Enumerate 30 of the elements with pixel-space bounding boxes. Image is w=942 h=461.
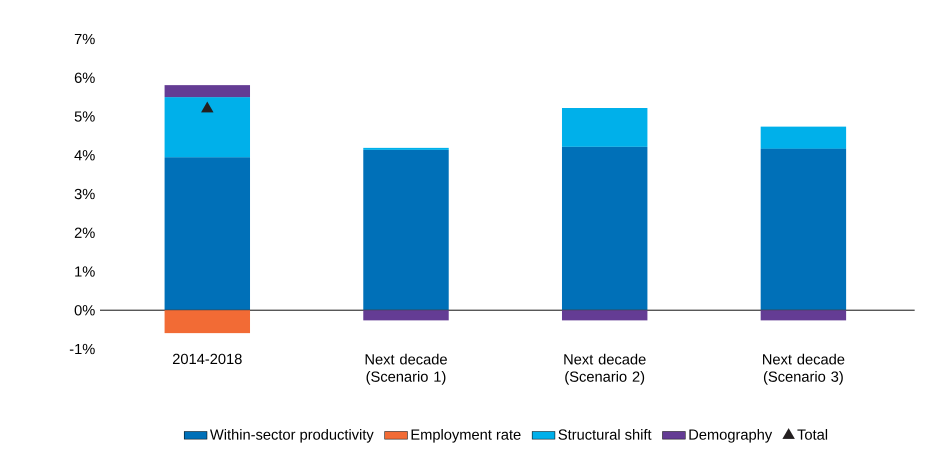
y-tick-label: 2% (74, 228, 95, 238)
legend-label: Total (797, 429, 828, 440)
bar (164, 157, 250, 310)
bar (363, 310, 449, 320)
bar (363, 150, 449, 310)
legend-label: Employment rate (412, 429, 521, 443)
y-tick-label: -1% (70, 344, 95, 354)
bar (164, 310, 250, 334)
legend-label: Within-sector productivity (210, 429, 374, 443)
bar (760, 126, 846, 149)
x-tick-label: 2014-2018 (172, 354, 242, 364)
legend-label: Demography (689, 429, 772, 443)
bar (562, 108, 648, 147)
bar (760, 310, 846, 320)
bar (164, 85, 250, 98)
x-tick-label: Next decade (Scenario 1) (366, 354, 447, 385)
x-tick-label: Next decade (Scenario 2) (564, 354, 646, 385)
y-tick-label: 4% (74, 150, 95, 160)
y-tick-label: 3% (74, 188, 95, 200)
bar (562, 310, 648, 320)
legend-label: Structural shift (558, 429, 652, 440)
y-tick-label: 6% (74, 72, 95, 83)
y-tick-label: 7% (74, 34, 95, 44)
x-tick-label: Next decade (Scenario 3) (763, 354, 844, 385)
bar (760, 148, 846, 310)
y-tick-label: 1% (75, 266, 95, 277)
bar (164, 97, 250, 158)
y-tick-label: 5% (74, 111, 95, 122)
bar (562, 146, 648, 310)
y-tick-label: 0% (74, 305, 95, 316)
